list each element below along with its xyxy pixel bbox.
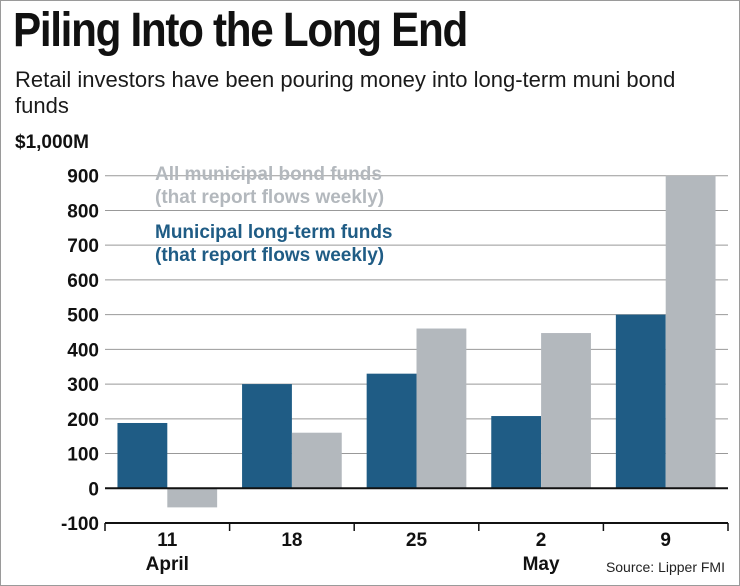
source-note: Source: Lipper FMI [605,559,725,575]
bar-long-term [242,384,292,489]
x-tick-label: 25 [406,530,428,551]
x-tick-label: 9 [660,530,671,551]
legend-entry: All municipal bond funds [155,164,382,185]
x-group-label: May [523,554,560,575]
y-tick-label: 300 [67,375,99,396]
x-tick-label: 11 [157,530,178,551]
y-tick-label: 100 [67,445,99,466]
bars [117,175,716,508]
y-tick-label: 600 [67,271,99,292]
y-tick-label: 500 [67,306,99,327]
bar-all-funds [541,333,591,489]
y-tick-label: 800 [67,201,99,222]
axes: -100 0 100 200 300 400 500 600 700 800 900 $1,000M 1… [15,132,729,575]
bar-all-funds [416,328,467,489]
bar-long-term [117,422,168,489]
bar-long-term [366,373,417,489]
legend-entry: (that report flows weekly) [155,187,384,208]
y-tick-label: 0 [88,479,99,500]
legend: All municipal bond funds(that report flo… [155,164,393,266]
y-tick-label: 400 [67,340,99,361]
bar-all-funds [665,175,716,489]
x-group-label: April [146,554,189,575]
y-tick-label: 200 [67,410,99,431]
y-tick-label: 900 [67,167,99,188]
legend-entry: (that report flows weekly) [155,245,384,266]
legend-entry: Municipal long-term funds [155,222,393,243]
chart-title: Piling Into the Long End [13,4,468,57]
y-tick-label: 700 [67,236,99,257]
bar-long-term [615,314,666,489]
bar-all-funds [291,432,342,489]
x-tick-label: 18 [281,530,302,551]
y-tick-label: -100 [61,514,99,535]
x-tick-label: 2 [536,530,547,551]
chart-subtitle: Retail investors have been pouring money… [15,67,676,118]
bar-all-funds [167,488,218,508]
y-axis-top-label: $1,000M [15,132,89,153]
bar-long-term [491,416,542,489]
